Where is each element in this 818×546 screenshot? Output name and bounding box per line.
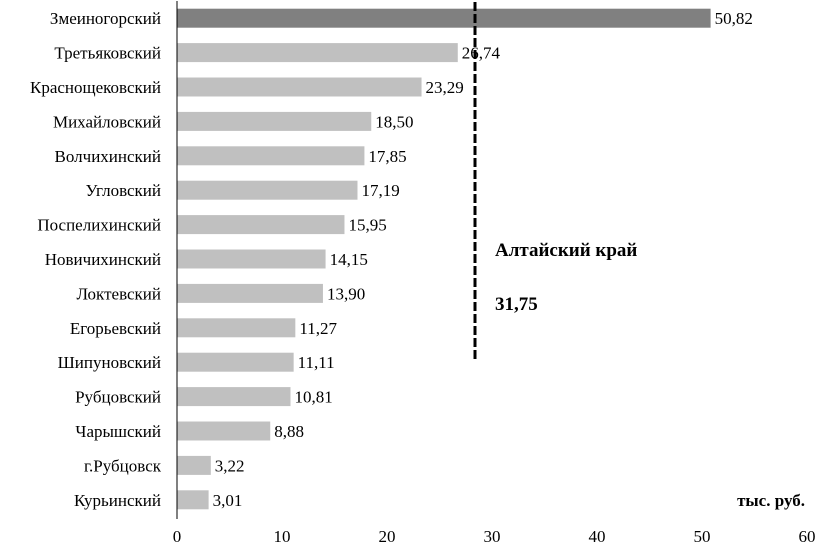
value-label: 18,50	[375, 112, 413, 131]
bar-14	[177, 455, 211, 475]
value-label: 15,95	[348, 216, 386, 235]
category-label: Курьинский	[74, 491, 161, 510]
category-label: Третьяковский	[54, 44, 161, 63]
category-label: Михайловский	[53, 112, 161, 131]
x-tick-label: 40	[589, 527, 606, 546]
value-labels: 50,82 26,74 23,29 18,50 17,85 17,19 15,95 14,15…	[213, 9, 753, 510]
x-tick-label: 60	[799, 527, 816, 546]
value-label: 11,11	[298, 353, 335, 372]
value-label: 14,15	[330, 250, 368, 269]
reference-line-value: 31,75	[495, 294, 538, 315]
value-label: 11,27	[299, 319, 337, 338]
category-label: Рубцовский	[75, 388, 161, 407]
bar-11	[177, 352, 294, 372]
category-label: Поспелихинский	[37, 216, 161, 235]
category-label: Шипуновский	[58, 353, 161, 372]
bars-group	[177, 8, 711, 510]
value-label: 17,85	[368, 147, 406, 166]
category-label: Егорьевский	[70, 319, 161, 338]
category-label: Угловский	[85, 181, 161, 200]
value-label: 10,81	[295, 388, 333, 407]
bar-10	[177, 318, 296, 338]
bar-4	[177, 111, 372, 131]
bar-9	[177, 283, 323, 303]
value-label: 3,22	[215, 456, 245, 475]
value-label: 50,82	[715, 9, 753, 28]
x-tick-label: 30	[484, 527, 501, 546]
category-label: Чарышский	[75, 422, 161, 441]
x-tick-label: 0	[173, 527, 182, 546]
x-tick-label: 50	[694, 527, 711, 546]
category-labels: Змеиногорский Третьяковский Краснощековски…	[30, 9, 162, 510]
category-label: Краснощековский	[30, 78, 161, 97]
bar-3	[177, 77, 422, 97]
category-label: Локтевский	[76, 284, 161, 303]
bar-13	[177, 421, 271, 441]
x-tick-label: 20	[379, 527, 396, 546]
bar-12	[177, 387, 291, 407]
bar-15	[177, 490, 209, 510]
value-label: 17,19	[361, 181, 399, 200]
value-label: 13,90	[327, 284, 365, 303]
category-label: г.Рубцовск	[84, 456, 162, 475]
bar-5	[177, 146, 365, 166]
bar-7	[177, 215, 345, 235]
bar-8	[177, 249, 326, 269]
category-label: Змеиногорский	[50, 9, 161, 28]
reference-line-label: Алтайский край	[495, 240, 637, 261]
bar-1	[177, 8, 711, 28]
category-label: Волчихинский	[55, 147, 161, 166]
bar-2	[177, 43, 458, 63]
bar-6	[177, 180, 358, 200]
x-tick-label: 10	[274, 527, 291, 546]
value-label: 8,88	[274, 422, 304, 441]
category-label: Новичихинский	[45, 250, 161, 269]
value-label: 23,29	[426, 78, 464, 97]
unit-label: тыс. руб.	[737, 491, 805, 510]
value-label: 26,74	[462, 44, 501, 63]
x-axis-ticks: 0 10 20 30 40 50 60	[173, 527, 816, 546]
value-label: 3,01	[213, 491, 243, 510]
